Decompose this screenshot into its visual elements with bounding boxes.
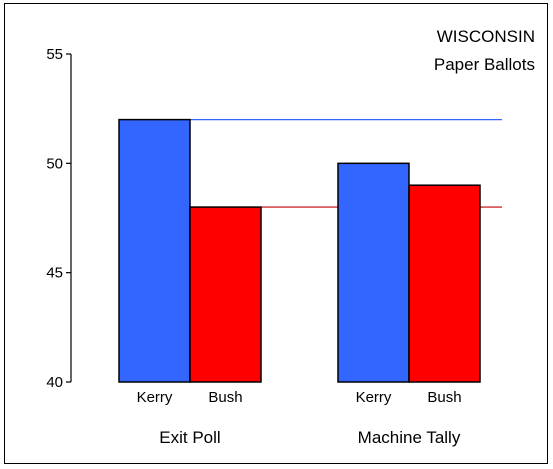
chart-title: WISCONSIN Paper Ballots (434, 27, 535, 74)
bar-chart: 40 45 50 55 Kerry Bush Exit Poll Kerry Bush Mach… (46, 27, 535, 447)
bar-machine-tally-kerry (337, 162, 410, 383)
chart-frame: 40 45 50 55 Kerry Bush Exit Poll Kerry Bush Mach… (4, 3, 548, 464)
bar-machine-tally-bush (408, 184, 481, 383)
y-tick-label-55: 55 (46, 46, 63, 63)
y-axis: 40 45 50 55 (46, 46, 72, 391)
chart-title-line-2: Paper Ballots (434, 55, 535, 74)
y-tick-label-40: 40 (46, 374, 63, 391)
bar-exit-poll-bush (189, 206, 262, 383)
category-label-bush: Bush (427, 389, 461, 406)
y-tick-label-50: 50 (46, 155, 63, 172)
group-label-machine-tally: Machine Tally (358, 428, 461, 447)
bar-exit-poll-kerry (118, 118, 191, 383)
chart-title-line-1: WISCONSIN (437, 27, 535, 46)
category-label-kerry: Kerry (137, 389, 173, 406)
category-label-kerry: Kerry (356, 389, 392, 406)
group-label-exit-poll: Exit Poll (159, 428, 220, 447)
category-label-bush: Bush (208, 389, 242, 406)
labels: Kerry Bush Exit Poll Kerry Bush Machine Tally (137, 389, 462, 447)
bars (118, 118, 481, 383)
y-tick-label-45: 45 (46, 265, 63, 282)
